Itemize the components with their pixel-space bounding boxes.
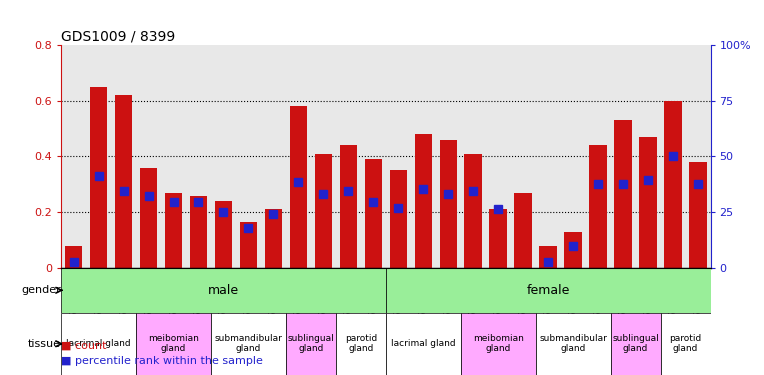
Text: lacrimal gland: lacrimal gland: [66, 339, 131, 348]
Text: male: male: [208, 284, 239, 297]
Text: sublingual
gland: sublingual gland: [287, 334, 335, 354]
Bar: [165, 193, 183, 268]
Text: ■ percentile rank within the sample: ■ percentile rank within the sample: [61, 356, 263, 366]
Bar: [140, 168, 157, 268]
Text: lacrimal gland: lacrimal gland: [391, 339, 455, 348]
Bar: [490, 210, 507, 268]
Bar: [115, 95, 132, 268]
Bar: [90, 87, 107, 268]
Bar: [465, 154, 482, 268]
Bar: [61, 268, 386, 313]
Text: parotid
gland: parotid gland: [669, 334, 701, 354]
Text: meibomian
gland: meibomian gland: [148, 334, 199, 354]
Text: sublingual
gland: sublingual gland: [612, 334, 659, 354]
Bar: [415, 134, 432, 268]
Bar: [665, 101, 681, 268]
Bar: [386, 268, 711, 313]
Bar: [386, 313, 461, 375]
Bar: [614, 120, 632, 268]
Bar: [136, 313, 211, 375]
Text: submandibular
gland: submandibular gland: [539, 334, 607, 354]
Bar: [290, 106, 307, 268]
Bar: [639, 137, 657, 268]
Bar: [240, 222, 257, 268]
Bar: [539, 246, 557, 268]
Bar: [340, 146, 357, 268]
Bar: [439, 140, 457, 268]
Bar: [661, 313, 711, 375]
Text: meibomian
gland: meibomian gland: [473, 334, 523, 354]
Bar: [336, 313, 386, 375]
Bar: [65, 246, 83, 268]
Bar: [390, 170, 407, 268]
Bar: [461, 313, 536, 375]
Text: submandibular
gland: submandibular gland: [215, 334, 283, 354]
Text: female: female: [526, 284, 570, 297]
Bar: [565, 232, 582, 268]
Bar: [286, 313, 336, 375]
Bar: [189, 195, 207, 268]
Bar: [264, 210, 282, 268]
Text: tissue: tissue: [28, 339, 61, 349]
Bar: [589, 146, 607, 268]
Bar: [536, 313, 610, 375]
Bar: [689, 162, 707, 268]
Text: GDS1009 / 8399: GDS1009 / 8399: [61, 30, 176, 44]
Bar: [364, 159, 382, 268]
Bar: [61, 313, 136, 375]
Bar: [315, 154, 332, 268]
Bar: [514, 193, 532, 268]
Bar: [211, 313, 286, 375]
Bar: [610, 313, 661, 375]
Text: parotid
gland: parotid gland: [345, 334, 377, 354]
Text: gender: gender: [21, 285, 61, 295]
Text: ■ count: ■ count: [61, 340, 107, 351]
Bar: [215, 201, 232, 268]
